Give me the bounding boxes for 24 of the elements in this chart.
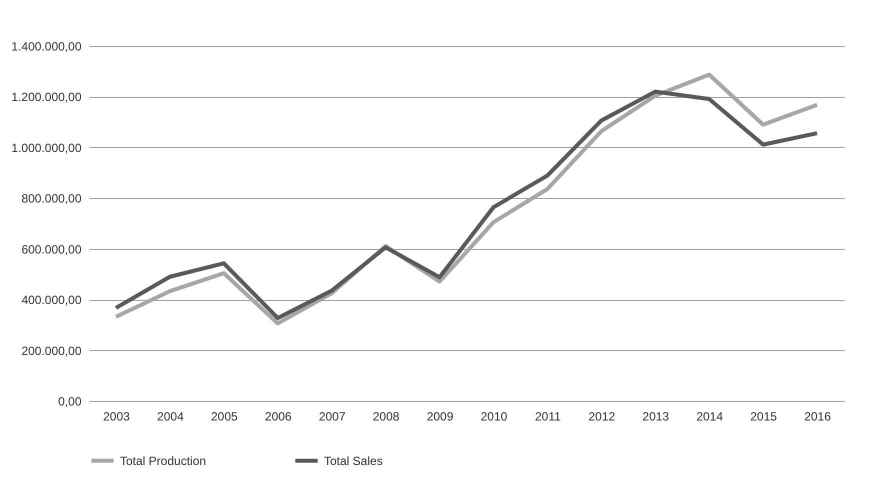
y-tick-label: 800.000,00	[21, 192, 82, 206]
y-tick-label: 400.000,00	[21, 293, 82, 308]
x-tick-label: 2014	[696, 410, 724, 424]
y-tick-label: 0,00	[58, 394, 82, 408]
x-tick-label: 2007	[318, 410, 346, 424]
y-tick-label: 1.200.000,00	[11, 90, 82, 104]
x-tick-label: 2016	[804, 410, 832, 424]
x-tick-label: 2006	[264, 410, 292, 424]
x-tick-label: 2005	[210, 410, 238, 424]
y-tick-label: 200.000,00	[21, 344, 82, 358]
y-tick-label: 1.400.000,00	[11, 40, 82, 54]
x-tick-label: 2008	[372, 410, 400, 424]
x-tick-label: 2011	[534, 410, 562, 424]
legend-label: Total Sales	[324, 454, 383, 468]
x-tick-label: 2004	[157, 410, 184, 424]
y-tick-label: 600.000,00	[21, 242, 82, 256]
x-tick-label: 2010	[480, 410, 508, 424]
x-tick-label: 2012	[588, 410, 616, 424]
x-tick-label: 2009	[426, 410, 454, 424]
x-tick-label: 2003	[103, 410, 130, 424]
x-tick-label: 2013	[642, 410, 670, 424]
x-tick-label: 2015	[750, 410, 778, 424]
legend-label: Total Production	[120, 454, 206, 468]
y-tick-label: 1.000.000,00	[11, 140, 82, 155]
